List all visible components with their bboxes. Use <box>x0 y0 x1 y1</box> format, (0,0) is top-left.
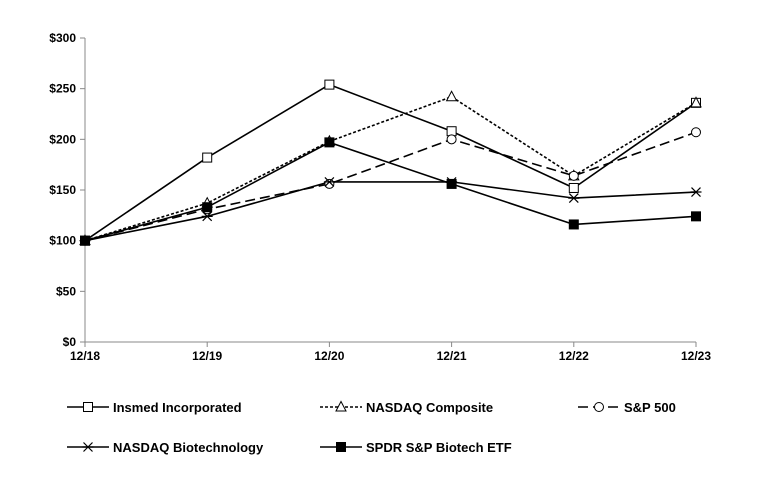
legend-item-nasdaq-biotechnology: NASDAQ Biotechnology <box>67 440 264 455</box>
y-tick-label: $50 <box>56 284 76 298</box>
data-point-spdr-s-p-biotech-etf <box>202 202 213 213</box>
series-lines <box>84 83 697 242</box>
data-point-spdr-s-p-biotech-etf <box>568 219 579 230</box>
x-tick-label: 12/18 <box>70 349 100 363</box>
legend-item-spdr-s-p-biotech-etf: SPDR S&P Biotech ETF <box>320 440 512 455</box>
data-point-spdr-s-p-biotech-etf <box>80 235 90 246</box>
x-tick-label: 12/19 <box>192 349 222 363</box>
legend-marker <box>336 442 346 452</box>
data-point-nasdaq-composite <box>690 96 702 108</box>
data-point-nasdaq-biotechnology <box>568 193 580 204</box>
legend-label: S&P 500 <box>624 400 676 415</box>
y-tick-label: $250 <box>49 82 76 96</box>
legend-item-insmed-incorporated: Insmed Incorporated <box>67 400 242 415</box>
series-line-spdr-s-p-biotech-etf <box>84 141 697 242</box>
data-point-insmed-incorporated <box>568 182 579 193</box>
legend-marker <box>335 400 347 412</box>
data-point-s-p-500 <box>568 170 579 181</box>
data-point-nasdaq-biotechnology <box>690 187 702 197</box>
series-line-nasdaq-composite <box>84 95 697 242</box>
legend-label: NASDAQ Biotechnology <box>113 440 264 455</box>
legend-label: NASDAQ Composite <box>366 400 493 415</box>
data-point-s-p-500 <box>324 178 335 189</box>
legend-label: SPDR S&P Biotech ETF <box>366 440 512 455</box>
x-tick-label: 12/20 <box>314 349 344 363</box>
legend-item-nasdaq-composite: NASDAQ Composite <box>320 400 493 415</box>
legend-marker <box>594 402 604 412</box>
legend-marker <box>82 442 94 452</box>
data-point-nasdaq-biotechnology <box>201 211 213 222</box>
y-tick-label: $100 <box>49 234 76 248</box>
legend-item-s-p-500: S&P 500 <box>578 400 676 415</box>
x-tick-label: 12/22 <box>559 349 589 363</box>
y-tick-label: $0 <box>63 335 77 349</box>
series-markers <box>79 79 702 246</box>
data-point-nasdaq-biotechnology <box>323 176 335 187</box>
chart-axes <box>80 37 697 347</box>
legend-label: Insmed Incorporated <box>113 400 242 415</box>
data-point-nasdaq-composite <box>445 90 458 102</box>
data-point-s-p-500 <box>446 134 457 145</box>
series-line-nasdaq-biotechnology <box>84 181 697 242</box>
data-point-spdr-s-p-biotech-etf <box>446 178 457 189</box>
series-line-insmed-incorporated <box>84 83 697 242</box>
x-axis-tick-labels: 12/18 12/19 12/20 12/21 12/22 12/23 <box>70 349 711 363</box>
y-tick-label: $200 <box>49 132 76 146</box>
data-point-s-p-500 <box>691 127 701 138</box>
data-point-insmed-incorporated <box>202 152 213 163</box>
legend-marker <box>83 402 93 412</box>
data-point-spdr-s-p-biotech-etf <box>691 211 701 222</box>
data-point-spdr-s-p-biotech-etf <box>324 137 335 148</box>
y-tick-label: $150 <box>49 183 76 197</box>
data-point-insmed-incorporated <box>324 79 335 90</box>
x-tick-label: 12/23 <box>681 349 711 363</box>
series-line-s-p-500 <box>84 131 697 242</box>
x-tick-label: 12/21 <box>437 349 467 363</box>
y-tick-label: $300 <box>49 31 76 45</box>
y-axis-tick-labels: $0 $50 $100 $150 $200 $250 $300 <box>49 31 76 349</box>
legend: Insmed Incorporated NASDAQ Composite S&P 5… <box>67 400 676 455</box>
